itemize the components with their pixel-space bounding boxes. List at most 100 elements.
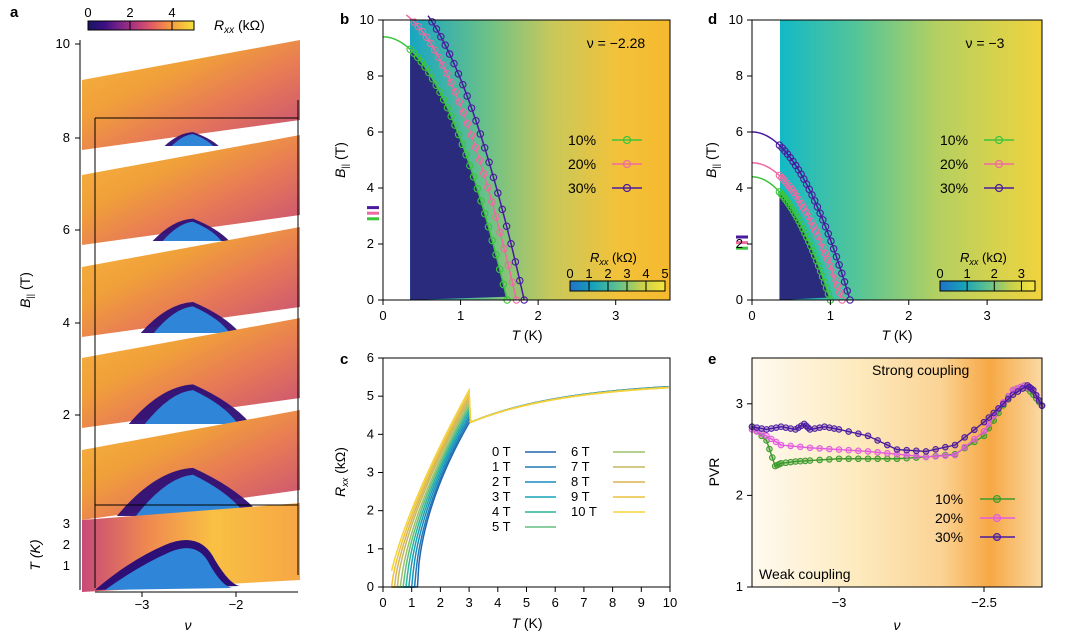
data-point	[462, 151, 470, 159]
data-point	[473, 184, 482, 193]
legend-marker	[994, 135, 1004, 145]
data-point	[805, 237, 813, 246]
colorbar-tick-label: 0	[566, 266, 573, 281]
data-point	[806, 444, 814, 452]
data-point	[1009, 391, 1017, 398]
data-point	[864, 448, 872, 455]
data-point	[459, 80, 467, 89]
panel-label-a: a	[10, 4, 19, 21]
data-point	[816, 456, 823, 464]
data-point	[772, 424, 780, 431]
data-point	[492, 250, 500, 259]
data-point	[1014, 388, 1022, 395]
data-point	[484, 223, 493, 231]
data-point	[810, 197, 819, 205]
legend-label: 10 T	[571, 504, 597, 519]
x-tick-label-a: −3	[135, 597, 150, 612]
data-point	[467, 131, 476, 139]
legend-label: 30%	[568, 180, 596, 196]
data-point	[792, 458, 799, 465]
data-point	[874, 437, 881, 444]
data-point	[1035, 397, 1043, 404]
data-point	[455, 98, 463, 106]
panel-label-e: e	[708, 351, 716, 368]
y-tick-label: 2	[736, 487, 743, 502]
data-point	[430, 46, 439, 54]
colorbar-tick-label: 2	[604, 266, 611, 281]
data-point	[819, 216, 827, 224]
data-point	[458, 140, 467, 149]
x-tick-label-a: −2	[229, 597, 244, 612]
data-point	[826, 456, 833, 463]
y-tick-label: 6	[736, 124, 743, 139]
x-tick-label: 1	[457, 308, 464, 323]
data-point	[802, 208, 810, 216]
y-tick-label-a: 6	[63, 222, 70, 237]
bottom-dome-core	[105, 548, 232, 590]
data-point	[980, 432, 988, 440]
data-point	[913, 447, 920, 455]
legend-label: 10%	[940, 132, 968, 148]
data-point	[816, 209, 824, 217]
x-tick-label: 4	[494, 595, 501, 610]
slice-plane	[82, 135, 300, 245]
x-axis-label-c: T (K)	[511, 615, 542, 631]
data-point	[795, 217, 803, 225]
x-tick-label: 3	[465, 595, 472, 610]
data-point	[422, 33, 431, 42]
data-point	[855, 455, 862, 463]
y-tick-label: 0	[367, 579, 374, 594]
colorbar-a-label: Rxx (kΩ)	[214, 17, 265, 36]
data-point	[484, 183, 492, 192]
colorbar-d-label: Rxx (kΩ)	[960, 250, 1007, 267]
x-tick-label: 1	[408, 595, 415, 610]
data-point	[830, 425, 838, 432]
y-tick-label: 10	[729, 12, 743, 27]
x-tick-label: −2.5	[971, 595, 997, 610]
panel-d: d 0 1 2 3 0 2 4 6 8 10 ν = −3 10% 20% 30% 0 1 2 3 Rxx …	[703, 11, 1043, 343]
data-point	[990, 409, 997, 417]
data-point	[811, 425, 819, 432]
panel-a: a 0 2 4 Rxx (kΩ) 2 4 6 8 10 B|| (T) 3 2 1 T …	[10, 4, 300, 633]
data-point	[1000, 400, 1007, 408]
data-point	[826, 261, 834, 270]
data-point	[985, 414, 993, 421]
data-point	[450, 59, 458, 68]
data-point	[808, 191, 816, 199]
annotation-d: ν = −3	[966, 35, 1005, 51]
y-axis-label-d: B|| (T)	[703, 142, 721, 178]
data-point	[884, 441, 891, 449]
x-tick-label: 8	[609, 595, 616, 610]
data-point	[475, 156, 484, 164]
colorbar-d-ticks: 0 1 2 3	[936, 266, 1025, 291]
data-point	[980, 418, 988, 426]
data-point	[1030, 386, 1037, 394]
x-tick-label: 7	[580, 595, 587, 610]
data-point	[980, 427, 988, 435]
data-point	[775, 188, 784, 196]
data-point	[477, 197, 485, 205]
data-point	[874, 455, 881, 463]
y-tick-label: 0	[736, 292, 743, 307]
legend-d: 10% 20% 30%	[940, 132, 1014, 196]
legend-marker	[622, 135, 632, 145]
data-point	[447, 78, 455, 87]
panel-e: e −3 −2.5 1 2 3 Strong coupling Weak couplin…	[706, 351, 1046, 633]
data-point	[489, 173, 498, 182]
data-point	[793, 213, 801, 222]
y-tick-label: 10	[360, 12, 374, 27]
coupling-gradient-e	[752, 358, 1042, 587]
x-tick-label: 2	[437, 595, 444, 610]
colorbar-tick-label: 1	[585, 266, 592, 281]
data-point	[488, 198, 496, 206]
legend-marker	[992, 494, 1002, 504]
data-point	[797, 199, 805, 208]
legend-label: 30%	[935, 529, 963, 545]
data-point	[806, 426, 814, 433]
data-point	[835, 426, 843, 433]
data-point	[1019, 385, 1026, 392]
legend-marker	[622, 159, 632, 169]
data-point	[787, 458, 794, 466]
data-point	[425, 68, 433, 77]
